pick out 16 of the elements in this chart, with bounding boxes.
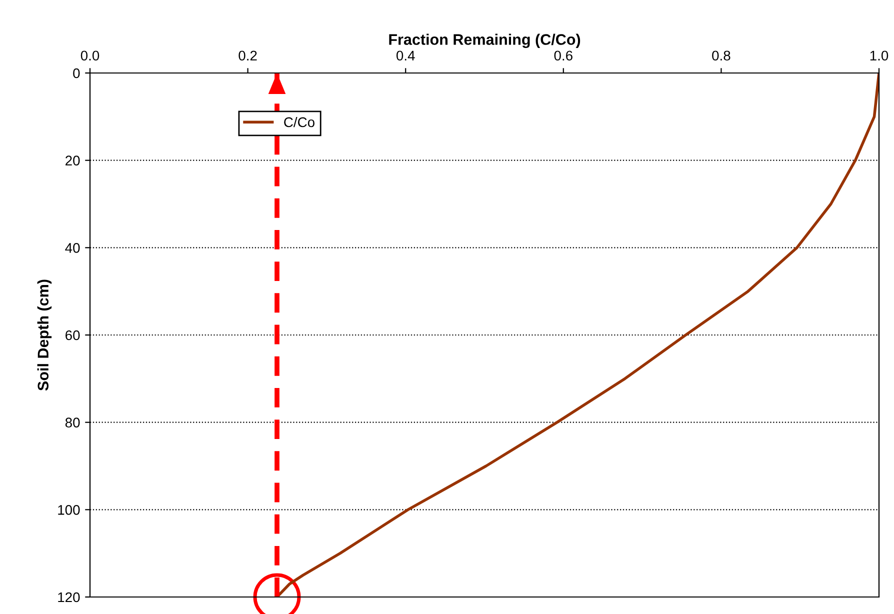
x-tick-label: 0.0 <box>80 50 100 61</box>
y-tick-label: 0 <box>73 68 80 78</box>
y-tick-label: 60 <box>66 330 80 340</box>
legend-label: C/Co <box>284 116 314 128</box>
x-axis-title: Fraction Remaining (C/Co) <box>389 34 580 48</box>
x-tick-label: 0.8 <box>712 50 730 61</box>
y-axis-title: Soil Depth (cm) <box>37 280 52 391</box>
x-tick-label: 0.6 <box>554 50 572 61</box>
x-tick-label: 1.0 <box>870 50 888 61</box>
x-tick-label: 0.2 <box>238 50 257 61</box>
y-tick-label: 80 <box>65 418 80 428</box>
y-tick-label: 120 <box>58 592 80 602</box>
y-tick-label: 100 <box>58 505 80 515</box>
x-tick-label: 0.4 <box>396 50 415 61</box>
y-tick-label: 20 <box>66 156 80 166</box>
y-tick-label: 40 <box>65 243 80 253</box>
